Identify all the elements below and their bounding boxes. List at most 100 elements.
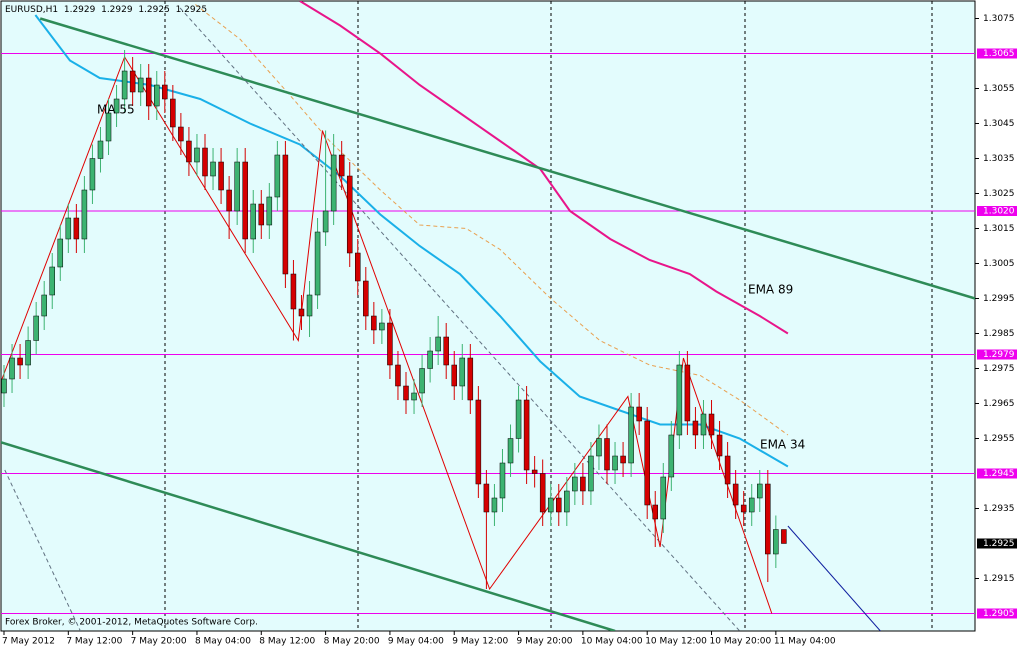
candle-body [371,315,377,331]
candle-body [556,497,562,513]
level-box [977,468,1017,479]
candle-body [306,294,313,317]
header-close: 1.2925 [176,5,208,15]
candle-body [435,336,441,352]
candle-body [724,455,731,485]
candle-body [113,98,120,114]
x-tick-label: 7 May 20:00 [131,637,187,647]
candle-body [73,217,80,240]
x-tick-label: 7 May 2012 [2,637,55,647]
candle-body [708,413,715,436]
candle-body [700,413,707,436]
x-tick-label: 9 May 12:00 [452,637,508,647]
level-label: 1.2979 [983,350,1015,360]
candle-body [17,357,23,366]
candle-body [507,438,514,464]
candle-body [716,434,723,457]
candle-body [475,399,482,485]
candle-body [596,438,602,457]
candle-body [395,364,401,387]
overlay-label: EMA 34 [760,438,805,452]
overlay-line [39,17,975,300]
candle-body [355,252,361,282]
candle-body [580,476,586,492]
level-label: 1.2945 [983,469,1015,479]
overlay-line [195,4,789,436]
y-tick-label: 1.2975 [983,364,1015,374]
y-tick-label: 1.3005 [983,259,1015,269]
candle-body [523,399,530,471]
header-low: 1.2925 [138,5,170,15]
x-tick-label: 8 May 12:00 [259,637,315,647]
candle-body [588,455,594,492]
candle-body [676,364,683,436]
candle-body [773,529,779,555]
level-box [977,48,1017,59]
candle-body [9,357,15,380]
candle-body [89,158,96,191]
y-tick-label: 1.2935 [983,504,1015,514]
candle-body [515,399,522,439]
candle-body [178,126,184,142]
level-label: 1.2905 [983,609,1015,619]
overlay-label: EMA 89 [748,283,793,297]
candle-body [363,280,369,317]
candle-body [162,84,168,100]
candle-body [620,455,626,464]
overlay-line [1,55,773,614]
candle-body [459,357,466,387]
candle-body [419,368,425,394]
candle-body [379,322,385,331]
x-tick-label: 9 May 20:00 [517,637,573,647]
x-tick-label: 10 May 20:00 [710,637,772,647]
candle-body [234,161,240,212]
candle-body [411,392,417,401]
candle-body [105,112,112,142]
candle-body [298,308,305,317]
symbol: EURUSD,H1 [5,5,58,15]
level-box [977,206,1017,216]
candle-body [652,504,658,520]
candle-body [483,483,490,513]
level-label: 1.3065 [983,49,1015,59]
y-tick-label: 1.3025 [983,189,1015,199]
candle-body [97,140,104,159]
x-tick-label: 11 May 04:00 [774,637,836,647]
overlay-line [4,469,81,631]
x-tick-label: 8 May 20:00 [324,637,380,647]
y-tick-label: 1.3035 [983,154,1015,164]
x-tick-label: 7 May 12:00 [66,637,122,647]
candle-body [137,77,144,93]
candle-body [266,196,273,226]
candle-body [427,350,433,369]
candle-body [740,504,747,513]
candle-body [668,434,675,478]
level-label: 1.3020 [983,207,1015,217]
candle-body [170,98,176,128]
candle-body [210,161,216,177]
footer: Forex Broker, © 2001-2012, MetaQuotes So… [5,618,258,628]
candle-body [467,357,474,401]
candle-body [572,476,578,492]
candle-body [491,497,498,513]
y-tick-label: 1.2965 [983,399,1015,409]
plot-area [0,0,976,632]
y-tick-label: 1.2985 [983,329,1015,339]
candle-body [346,175,353,254]
candle-body [636,406,642,422]
plot-layer [1,1,975,631]
x-tick-label: 9 May 04:00 [388,637,444,647]
y-tick-label: 1.3045 [983,119,1015,129]
candle-body [41,294,47,317]
candle-body [451,364,457,387]
candle-body [49,266,55,296]
candle-body [628,406,634,464]
candle-body [226,189,232,212]
overlay-label: MA 55 [97,103,135,117]
candle-body [748,497,755,513]
level-box [977,349,1017,360]
candle-body [765,483,771,555]
candle-body [202,147,208,177]
candle-body [129,70,136,93]
